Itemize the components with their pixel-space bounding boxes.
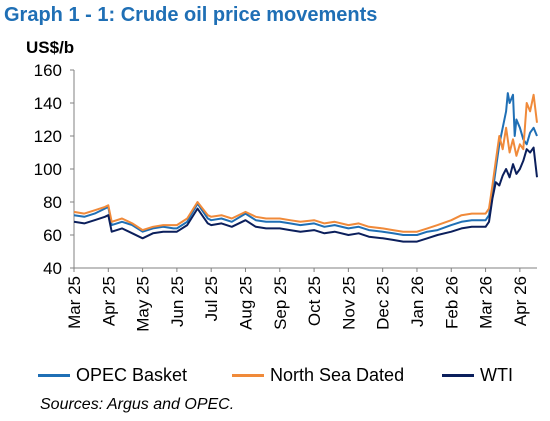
legend-label-opec-basket: OPEC Basket [76,365,188,385]
chart-axes: 40 60 80 100 120 140 160 Mar 25 Apr 25 May 25 Jun … [34,61,537,332]
x-tick-label: Aug 25 [236,276,255,330]
x-tick-label: Apr 25 [99,276,118,326]
chart-series-lines [73,92,538,243]
x-tick-label: Sep 25 [271,276,290,330]
source-note: Sources: Argus and OPEC. [40,396,235,413]
series-line-north-sea-dated [73,93,538,233]
y-tick-label: 60 [43,226,62,245]
x-tick-label: Feb 26 [442,276,461,329]
series-line-opec-basket [73,92,538,236]
x-tick-label: Mar 25 [65,276,84,329]
chart-title: Graph 1 - 1: Crude oil price movements [4,4,378,26]
series-line-wti [73,146,538,243]
legend-swatch-north-sea-dated [232,374,264,377]
y-axis-unit-label: US$/b [26,38,75,57]
y-tick-label: 40 [43,259,62,278]
legend-label-wti: WTI [480,365,513,385]
x-tick-label: Jul 25 [202,276,221,321]
legend-swatch-opec-basket [38,374,70,377]
x-tick-label: Jan 26 [408,276,427,327]
legend-label-north-sea-dated: North Sea Dated [270,365,405,385]
x-tick-label: Nov 25 [339,276,358,330]
legend-item-opec-basket: OPEC Basket [38,365,187,386]
x-tick-label: Jun 25 [168,276,187,327]
y-tick-label: 80 [43,193,62,212]
x-tick-label: Apr 26 [511,276,530,326]
line-chart: 40 60 80 100 120 140 160 Mar 25 Apr 25 May 25 Jun … [34,61,538,332]
y-tick-label: 100 [34,160,62,179]
legend-swatch-wti [442,374,474,377]
legend-item-north-sea-dated: North Sea Dated [232,365,404,386]
x-tick-label: Oct 25 [305,276,324,326]
y-tick-label: 140 [34,94,62,113]
chart-legend: OPEC Basket North Sea Dated WTI [0,365,550,389]
y-tick-label: 120 [34,127,62,146]
x-tick-label: May 25 [134,276,153,332]
x-tick-label: Dec 25 [374,276,393,330]
legend-item-wti: WTI [442,365,513,386]
y-tick-label: 160 [34,61,62,80]
x-tick-label: Mar 26 [477,276,496,329]
